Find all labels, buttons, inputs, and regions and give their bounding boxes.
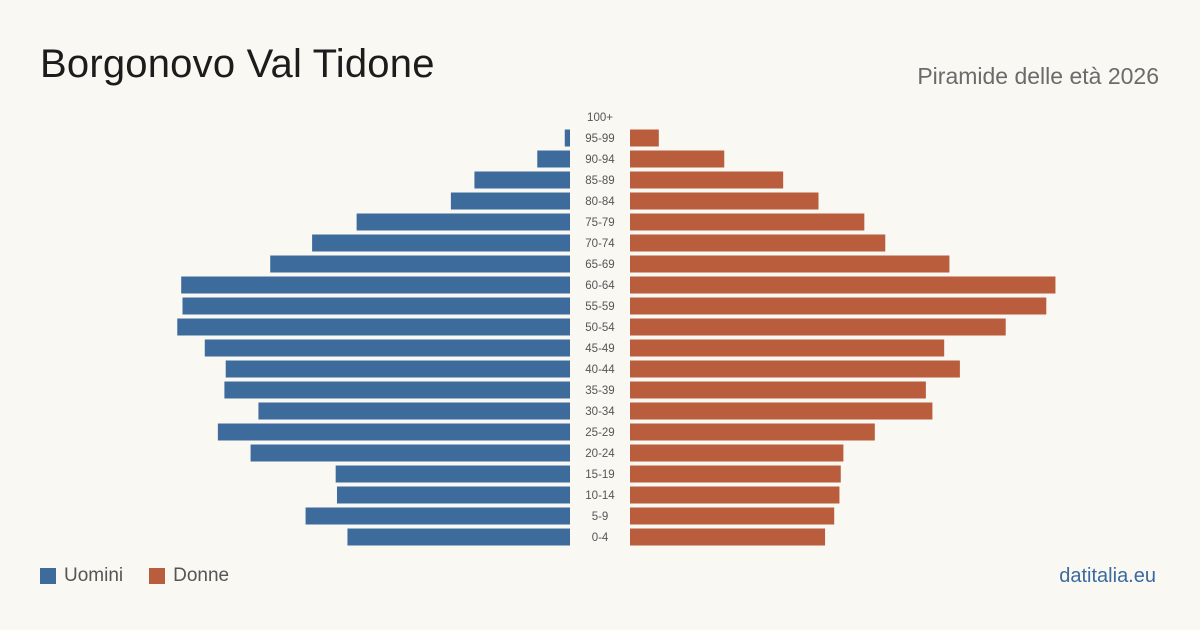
chart-title: Borgonovo Val Tidone <box>40 42 435 86</box>
bar-women-75-79 <box>630 213 865 231</box>
bar-women-50-54 <box>630 318 1006 336</box>
legend-label-men: Uomini <box>64 565 124 586</box>
bar-men-35-39 <box>224 381 570 399</box>
bar-women-90-94 <box>630 150 725 168</box>
bar-women-55-59 <box>630 297 1047 315</box>
age-group-label: 0-4 <box>592 532 609 544</box>
bar-women-80-84 <box>630 192 819 210</box>
bar-women-5-9 <box>630 507 835 525</box>
age-group-label: 15-19 <box>585 469 614 481</box>
bar-men-50-54 <box>177 318 571 336</box>
bar-women-30-34 <box>630 402 933 420</box>
bar-women-60-64 <box>630 276 1056 294</box>
age-group-label: 70-74 <box>585 238 615 250</box>
age-group-label: 20-24 <box>585 448 615 460</box>
age-group-label: 30-34 <box>585 406 615 418</box>
bar-women-20-24 <box>630 444 844 462</box>
age-group-label: 60-64 <box>585 280 615 292</box>
bar-men-70-74 <box>312 234 570 252</box>
bar-women-40-44 <box>630 360 960 378</box>
bar-women-10-14 <box>630 486 840 504</box>
bar-men-95-99 <box>564 129 570 147</box>
bar-men-60-64 <box>181 276 570 294</box>
bar-women-45-49 <box>630 339 945 357</box>
bar-women-25-29 <box>630 423 875 441</box>
bar-men-65-69 <box>270 255 570 273</box>
bar-men-0-4 <box>347 528 570 546</box>
bar-men-30-34 <box>258 402 570 420</box>
legend: Uomini Donne <box>40 565 255 587</box>
bar-men-90-94 <box>537 150 570 168</box>
bar-women-15-19 <box>630 465 841 483</box>
bar-women-65-69 <box>630 255 950 273</box>
age-group-label: 65-69 <box>585 259 614 271</box>
age-group-label: 45-49 <box>585 343 614 355</box>
bar-women-95-99 <box>630 129 659 147</box>
bar-women-35-39 <box>630 381 926 399</box>
source-link[interactable]: datitalia.eu <box>1059 565 1156 587</box>
age-group-label: 25-29 <box>585 427 614 439</box>
age-group-label: 50-54 <box>585 322 615 334</box>
bar-men-45-49 <box>204 339 570 357</box>
age-group-label: 95-99 <box>585 133 614 145</box>
bar-men-85-89 <box>474 171 570 189</box>
age-group-label: 80-84 <box>585 196 615 208</box>
bar-men-40-44 <box>225 360 570 378</box>
age-group-label: 75-79 <box>585 217 614 229</box>
age-group-label: 5-9 <box>592 511 609 523</box>
bar-women-85-89 <box>630 171 784 189</box>
age-group-label: 35-39 <box>585 385 614 397</box>
bar-men-25-29 <box>217 423 570 441</box>
bar-men-55-59 <box>182 297 570 315</box>
age-group-label: 55-59 <box>585 301 614 313</box>
legend-item-men: Uomini <box>40 565 123 587</box>
bar-men-15-19 <box>335 465 570 483</box>
legend-item-women: Donne <box>149 565 229 587</box>
legend-swatch-men <box>40 568 56 584</box>
bar-men-5-9 <box>305 507 570 525</box>
bar-men-75-79 <box>356 213 570 231</box>
age-group-label: 100+ <box>587 112 613 124</box>
age-group-label: 10-14 <box>585 490 615 502</box>
age-group-label: 90-94 <box>585 154 615 166</box>
bar-men-20-24 <box>250 444 570 462</box>
bar-women-70-74 <box>630 234 886 252</box>
bar-men-80-84 <box>450 192 570 210</box>
age-group-label: 85-89 <box>585 175 614 187</box>
bar-men-10-14 <box>336 486 570 504</box>
bar-women-0-4 <box>630 528 826 546</box>
legend-swatch-women <box>149 568 166 584</box>
chart-subtitle: Piramide delle età 2026 <box>917 63 1159 89</box>
age-group-label: 40-44 <box>585 364 615 376</box>
legend-label-women: Donne <box>173 565 230 586</box>
